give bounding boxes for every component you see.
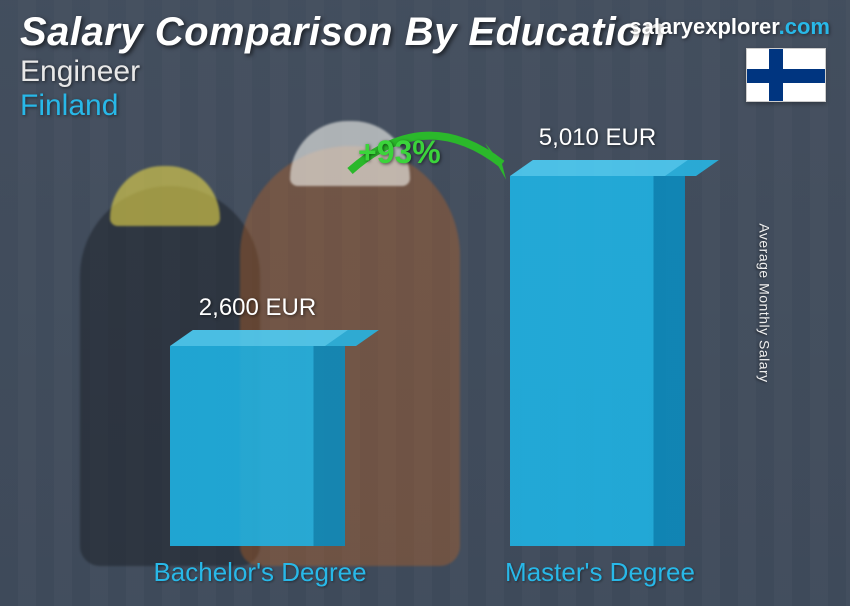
bar-top-face <box>510 160 708 176</box>
brand-suffix: .com <box>779 14 830 39</box>
bar-value-label: 2,600 EUR <box>170 294 345 322</box>
finland-flag-icon <box>746 48 826 102</box>
bar-front-face <box>510 176 685 546</box>
bar-bachelors: 2,600 EUR <box>170 346 345 546</box>
bar-value-label: 5,010 EUR <box>510 124 685 152</box>
category-label-masters: Master's Degree <box>470 557 730 588</box>
category-label-bachelors: Bachelor's Degree <box>120 557 400 588</box>
brand-logo: salaryexplorer.com <box>629 14 830 40</box>
bar-front-face <box>170 346 345 546</box>
title-block: Salary Comparison By Education Engineer … <box>20 10 666 123</box>
increase-percentage: +93% <box>358 134 441 171</box>
chart-area: +93% 2,600 EUR 5,010 EUR Bachelor's Degr… <box>0 136 850 606</box>
job-title: Engineer <box>20 55 666 89</box>
bar-masters: 5,010 EUR <box>510 176 685 546</box>
page-title: Salary Comparison By Education <box>20 10 666 55</box>
brand-prefix: salaryexplorer <box>629 14 778 39</box>
bar-top-face <box>170 330 368 346</box>
